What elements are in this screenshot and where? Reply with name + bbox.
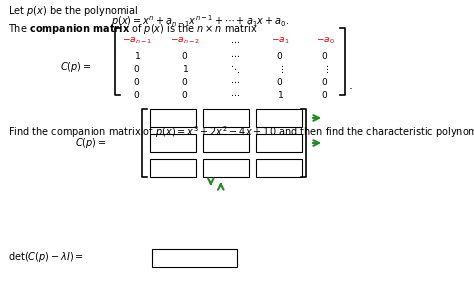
Text: $0$: $0$ bbox=[321, 76, 328, 87]
Bar bbox=[150, 159, 196, 177]
Text: $C(p) =$: $C(p) =$ bbox=[60, 59, 91, 73]
Bar bbox=[150, 109, 196, 127]
Bar bbox=[203, 134, 249, 152]
Text: Find the companion matrix of $p(x) = x^3 + 2x^2 - 4x + 10$ and then find the cha: Find the companion matrix of $p(x) = x^3… bbox=[8, 124, 474, 140]
Text: $0$: $0$ bbox=[321, 89, 328, 100]
Text: $C(p) =$: $C(p) =$ bbox=[75, 136, 107, 150]
Text: $0$: $0$ bbox=[321, 50, 328, 61]
Text: $-a_1$: $-a_1$ bbox=[271, 36, 289, 46]
Text: .: . bbox=[349, 79, 353, 92]
Bar bbox=[203, 109, 249, 127]
Text: The $\mathbf{companion\ matrix}$ of $p(x)$ is the $n \times n$ matrix: The $\mathbf{companion\ matrix}$ of $p(x… bbox=[8, 22, 257, 36]
Bar bbox=[152, 249, 237, 267]
Bar bbox=[256, 159, 302, 177]
Text: $-a_{n-1}$: $-a_{n-1}$ bbox=[122, 36, 152, 46]
Text: $1$: $1$ bbox=[134, 50, 140, 61]
Text: $\cdots$: $\cdots$ bbox=[230, 89, 240, 98]
Text: $\vdots$: $\vdots$ bbox=[321, 63, 328, 75]
Text: $\cdots$: $\cdots$ bbox=[230, 36, 240, 45]
Text: $0$: $0$ bbox=[134, 76, 141, 87]
Bar bbox=[256, 134, 302, 152]
Text: $0$: $0$ bbox=[182, 50, 189, 61]
Text: $\det(C(p) - \lambda I) =$: $\det(C(p) - \lambda I) =$ bbox=[8, 250, 84, 264]
Text: $0$: $0$ bbox=[182, 89, 189, 100]
Text: $\vdots$: $\vdots$ bbox=[276, 63, 283, 75]
Text: $0$: $0$ bbox=[134, 63, 141, 74]
Text: $1$: $1$ bbox=[276, 89, 283, 100]
Text: $\ddots$: $\ddots$ bbox=[230, 63, 240, 75]
Text: Let $p(x)$ be the polynomial: Let $p(x)$ be the polynomial bbox=[8, 4, 138, 18]
Text: $0$: $0$ bbox=[276, 50, 283, 61]
Bar bbox=[203, 159, 249, 177]
Text: $p(x) = x^n + a_{n-1}x^{n-1} + \cdots + a_1x + a_0.$: $p(x) = x^n + a_{n-1}x^{n-1} + \cdots + … bbox=[111, 13, 289, 29]
Bar bbox=[256, 109, 302, 127]
Text: $0$: $0$ bbox=[276, 76, 283, 87]
Text: $0$: $0$ bbox=[134, 89, 141, 100]
Text: $-a_{n-2}$: $-a_{n-2}$ bbox=[170, 36, 200, 46]
Bar bbox=[150, 134, 196, 152]
Text: $1$: $1$ bbox=[182, 63, 189, 74]
Text: $-a_0$: $-a_0$ bbox=[316, 36, 334, 46]
Text: $\cdots$: $\cdots$ bbox=[230, 50, 240, 59]
Text: $\cdots$: $\cdots$ bbox=[230, 76, 240, 85]
Text: $0$: $0$ bbox=[182, 76, 189, 87]
